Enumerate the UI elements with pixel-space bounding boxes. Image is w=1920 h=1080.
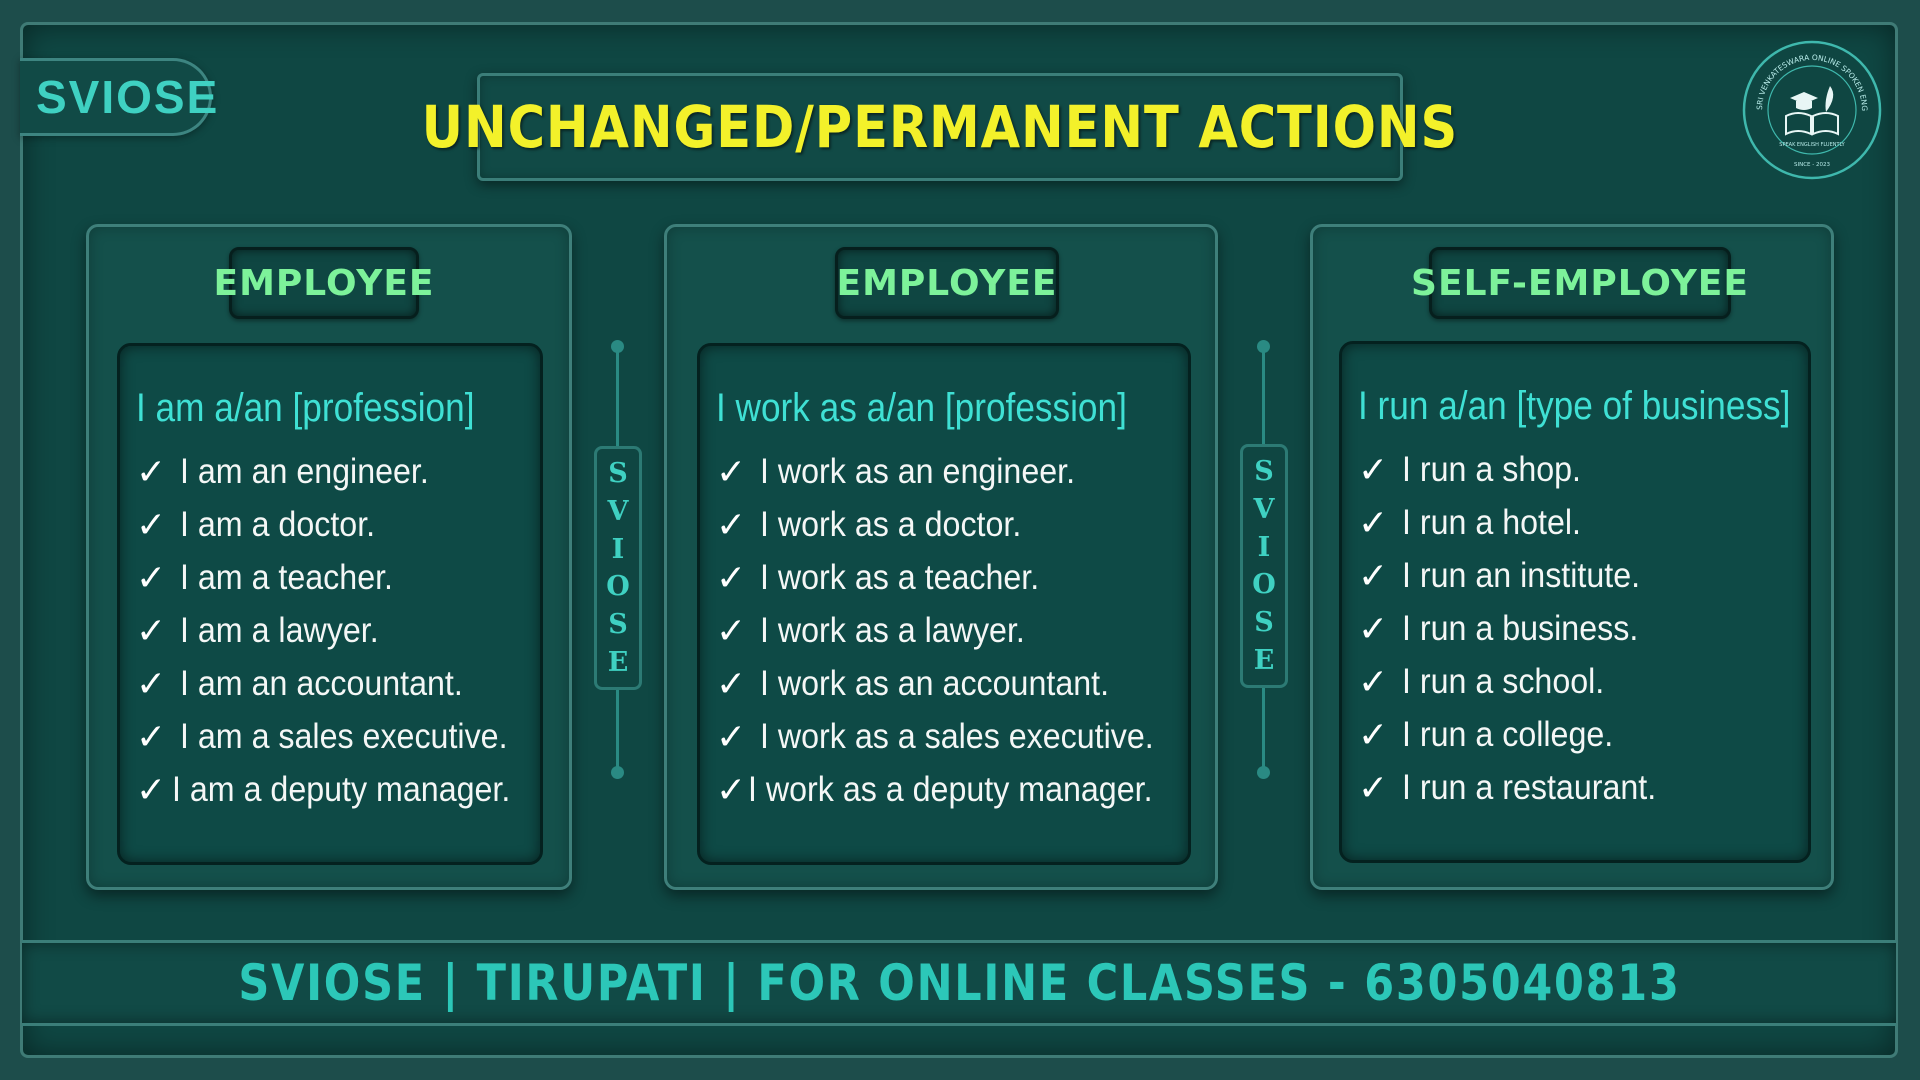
brand-label: SVIOSE — [36, 71, 220, 123]
checkmark-icon: ✓ — [716, 768, 747, 810]
list-item: ✓ I run a school. — [1358, 660, 1605, 702]
column-employee-work: EMPLOYEE I work as a/an [profession] ✓ I … — [664, 224, 1218, 890]
title-box: UNCHANGED/PERMANENT ACTIONS — [422, 73, 1457, 181]
brand-tab: SVIOSE — [20, 58, 217, 136]
sviose-divider: S V I O S E — [594, 340, 642, 780]
list-item: ✓ I am a doctor. — [136, 503, 376, 545]
checkmark-icon: ✓ — [136, 450, 167, 492]
example-card: I work as a/an [profession] ✓ I work as a… — [697, 343, 1191, 865]
checkmark-icon: ✓ — [136, 768, 167, 810]
list-item: ✓ I am a deputy manager. — [136, 768, 511, 810]
checkmark-icon: ✓ — [716, 450, 747, 492]
checkmark-icon: ✓ — [716, 609, 747, 651]
list-item: ✓ I work as a lawyer. — [716, 609, 1025, 651]
list-item: ✓ I run a business. — [1358, 607, 1639, 649]
checkmark-icon: ✓ — [1358, 713, 1389, 755]
list-item: ✓ I work as an engineer. — [716, 450, 1076, 492]
formula-text: I run a/an [type of business] — [1358, 384, 1791, 428]
formula-text: I work as a/an [profession] — [716, 386, 1127, 430]
checkmark-icon: ✓ — [716, 662, 747, 704]
column-self-employee: SELF-EMPLOYEE I run a/an [type of busine… — [1310, 224, 1834, 890]
list-item: ✓ I run a restaurant. — [1358, 766, 1657, 808]
checkmark-icon: ✓ — [1358, 607, 1389, 649]
column-header: SELF-EMPLOYEE — [1411, 247, 1748, 319]
book-graduation-cap-quill-icon — [1785, 86, 1839, 136]
checkmark-icon: ✓ — [716, 556, 747, 598]
list-item: ✓ I am a teacher. — [136, 556, 394, 598]
checkmark-icon: ✓ — [716, 715, 747, 757]
logo-since: SINCE - 2023 — [1794, 162, 1831, 168]
list-item: ✓ I run a hotel. — [1358, 501, 1582, 543]
list-item: ✓ I am an accountant. — [136, 662, 463, 704]
list-item: ✓ I work as a deputy manager. — [716, 768, 1153, 810]
list-item: ✓ I am a lawyer. — [136, 609, 379, 651]
list-item: ✓ I am an engineer. — [136, 450, 429, 492]
checkmark-icon: ✓ — [1358, 660, 1389, 702]
checkmark-icon: ✓ — [1358, 448, 1389, 490]
checkmark-icon: ✓ — [1358, 501, 1389, 543]
formula-text: I am a/an [profession] — [136, 386, 475, 430]
checkmark-icon: ✓ — [1358, 554, 1389, 596]
example-list: ✓ I am an engineer. ✓ I am a doctor. ✓ I am… — [136, 445, 540, 816]
checkmark-icon: ✓ — [136, 609, 167, 651]
list-item: ✓ I work as a sales executive. — [716, 715, 1154, 757]
list-item: ✓ I am a sales executive. — [136, 715, 508, 757]
page-title: UNCHANGED/PERMANENT ACTIONS — [421, 93, 1459, 161]
list-item: ✓ I work as an accountant. — [716, 662, 1110, 704]
footer-contact: SVIOSE | TIRUPATI | FOR ONLINE CLASSES -… — [237, 954, 1681, 1012]
column-header: EMPLOYEE — [835, 247, 1059, 319]
list-item: ✓ I run an institute. — [1358, 554, 1641, 596]
column-employee-am: EMPLOYEE I am a/an [profession] ✓ I am an… — [86, 224, 572, 890]
example-card: I run a/an [type of business] ✓ I run a s… — [1339, 341, 1811, 863]
column-header: EMPLOYEE — [213, 247, 434, 319]
checkmark-icon: ✓ — [136, 503, 167, 545]
checkmark-icon: ✓ — [136, 662, 167, 704]
sviose-divider: S V I O S E — [1240, 340, 1288, 780]
example-card: I am a/an [profession] ✓ I am an engineer… — [117, 343, 543, 865]
logo-tagline: SPEAK ENGLISH FLUENTLY — [1779, 142, 1845, 148]
example-list: ✓ I work as an engineer. ✓ I work as a doc… — [716, 445, 1188, 816]
list-item: ✓ I work as a teacher. — [716, 556, 1040, 598]
example-list: ✓ I run a shop. ✓ I run a hotel. ✓ I run an… — [1358, 443, 1808, 814]
list-item: ✓ I run a shop. — [1358, 448, 1582, 490]
school-logo: SRI VENKATESWARA ONLINE SPOKEN ENGLISH S… — [1740, 38, 1882, 180]
checkmark-icon: ✓ — [136, 715, 167, 757]
checkmark-icon: ✓ — [136, 556, 167, 598]
checkmark-icon: ✓ — [1358, 766, 1389, 808]
list-item: ✓ I run a college. — [1358, 713, 1614, 755]
list-item: ✓ I work as a doctor. — [716, 503, 1022, 545]
footer-bar: SVIOSE | TIRUPATI | FOR ONLINE CLASSES -… — [22, 940, 1896, 1026]
checkmark-icon: ✓ — [716, 503, 747, 545]
